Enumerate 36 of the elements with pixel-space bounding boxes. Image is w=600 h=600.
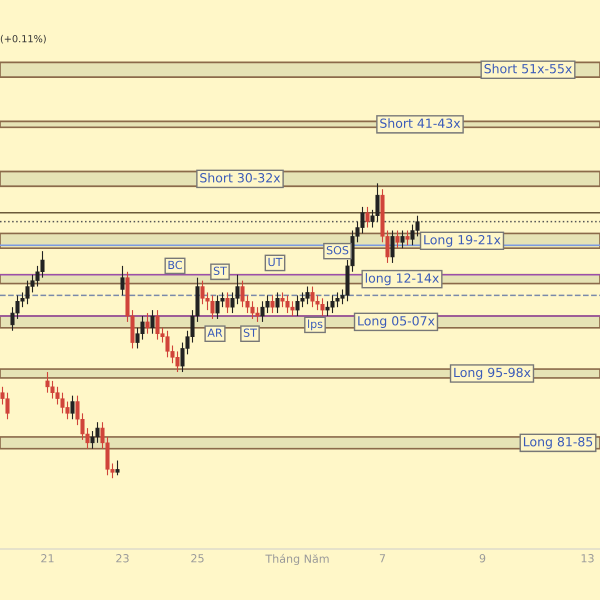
text: (+0.11%) bbox=[0, 34, 46, 44]
candlestick bbox=[405, 230, 410, 246]
candlestick bbox=[225, 292, 230, 314]
candlestick bbox=[365, 206, 370, 228]
annotation: AR bbox=[207, 328, 222, 337]
annotation: BC bbox=[168, 260, 182, 270]
annotation: ST bbox=[214, 266, 227, 276]
annotation: ST bbox=[244, 328, 257, 337]
candlestick bbox=[275, 292, 280, 314]
x-tick-label: 21 bbox=[41, 554, 54, 562]
annotation: SOS bbox=[326, 246, 348, 254]
band-label: Long 05-07x bbox=[358, 316, 435, 328]
x-tick-label: Tháng Năm bbox=[265, 554, 329, 566]
candlestick bbox=[70, 395, 75, 420]
band-label: Long 81-85 bbox=[524, 437, 592, 449]
x-tick-label: 9 bbox=[480, 554, 486, 562]
band-label: Long 95-98x bbox=[454, 368, 531, 380]
candlestick bbox=[400, 230, 405, 249]
band-label: long 12-14x bbox=[366, 273, 439, 286]
band-label: Long 19-21x bbox=[424, 234, 501, 247]
candlestick bbox=[395, 230, 400, 249]
x-tick-label: 23 bbox=[116, 554, 129, 562]
band-label: Short 30-32x bbox=[200, 172, 280, 183]
candlestick bbox=[150, 310, 155, 334]
annotation: lps bbox=[308, 319, 322, 330]
candlestick bbox=[145, 312, 150, 334]
x-tick-label: 25 bbox=[191, 554, 204, 562]
candlestick bbox=[120, 265, 125, 296]
annotation: UT bbox=[268, 258, 282, 266]
x-tick-label: 13 bbox=[582, 554, 594, 562]
band-label: Short 41-43x bbox=[380, 118, 460, 128]
x-tick-label: 7 bbox=[380, 554, 386, 562]
band-label: Short 51x-55x bbox=[484, 64, 572, 74]
candlestick bbox=[390, 230, 395, 264]
candlestick bbox=[270, 294, 275, 314]
candlestick bbox=[115, 460, 120, 476]
